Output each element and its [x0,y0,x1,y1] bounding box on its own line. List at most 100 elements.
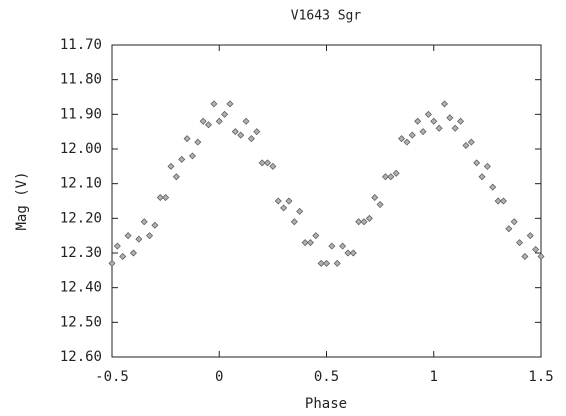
data-point [355,218,363,226]
data-point [526,232,534,240]
data-point [339,242,347,250]
y-tick-label: 12.60 [60,349,102,365]
data-point [274,197,282,205]
y-tick-label: 12.10 [60,176,102,192]
data-point [403,138,411,146]
data-point [231,128,239,136]
data-point [237,131,245,139]
x-tick-label: 0 [215,369,223,385]
data-point [505,225,513,233]
data-point [419,128,427,136]
x-tick-label: -0.5 [95,369,129,385]
data-point [489,183,497,191]
data-point [365,214,373,222]
data-point [371,194,379,202]
y-tick-label: 11.70 [60,37,102,53]
data-point [194,138,202,146]
data-point [430,117,438,125]
y-tick-label: 12.00 [60,141,102,157]
data-point [424,110,432,118]
data-point [323,259,330,267]
y-tick-label: 11.80 [60,72,102,88]
data-point [129,249,137,257]
data-point [499,197,507,205]
data-point [521,252,529,260]
data-point [269,162,277,170]
data-point [457,117,465,125]
data-point [290,218,298,226]
data-point [264,159,272,167]
x-tick-label: 1 [430,369,438,385]
data-point [301,239,309,247]
y-tick-label: 11.90 [60,106,102,122]
x-tick-label: 1.5 [528,369,553,385]
data-point [483,162,491,170]
data-point [167,162,175,170]
data-point [221,110,229,118]
data-point [146,232,154,240]
data-point [494,197,502,205]
y-axis-label: Mag (V) [14,171,30,230]
data-point [360,218,368,226]
data-point [242,117,250,125]
data-point [178,155,186,163]
data-point [451,124,459,132]
data-point [478,173,486,181]
data-point [344,249,352,257]
data-point [205,121,213,129]
y-tick-label: 12.50 [60,314,102,330]
x-tick-label: 0.5 [314,369,339,385]
y-tick-label: 12.40 [60,280,102,296]
data-point [317,259,325,267]
data-point [462,142,470,150]
data-point [108,259,116,267]
data-point [312,232,320,240]
data-point [113,242,121,250]
data-point [333,259,341,267]
data-point [156,194,164,202]
data-point [215,117,223,125]
data-point [280,204,288,212]
data-point [258,159,266,167]
data-point [414,117,422,125]
data-point [392,169,400,177]
data-point [285,197,293,205]
data-point [183,135,191,143]
data-point [387,173,395,181]
data-point [124,232,132,240]
data-point [247,135,255,143]
data-point [119,252,127,260]
data-point [381,173,389,181]
data-point [188,152,196,160]
data-point [510,218,518,226]
data-point [467,138,475,146]
y-tick-label: 12.30 [60,245,102,261]
data-point [135,235,143,243]
chart-title: V1643 Sgr [291,9,362,24]
plot-frame [111,44,542,358]
data-point [537,252,545,260]
x-axis-label: Phase [305,396,347,412]
data-point [398,135,406,143]
data-point [162,194,170,202]
data-point [253,128,261,136]
data-point [172,173,180,181]
data-point [473,159,481,167]
data-point [408,131,416,139]
data-point [226,100,234,108]
data-point [306,239,314,247]
data-point [446,114,454,122]
data-point [532,246,540,254]
data-point [349,249,357,257]
data-point [435,124,443,132]
data-point [210,100,218,108]
data-point [440,100,448,108]
data-point [140,218,148,226]
y-tick-label: 12.20 [60,210,102,226]
data-point [376,200,384,208]
data-point [151,221,159,229]
data-point [199,117,207,125]
data-point [516,239,524,247]
data-point [296,207,304,215]
